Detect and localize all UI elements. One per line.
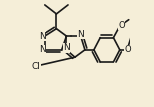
Text: N: N xyxy=(77,30,84,39)
Text: N: N xyxy=(39,45,46,54)
Text: N: N xyxy=(39,32,46,41)
Text: Cl: Cl xyxy=(31,62,40,71)
Text: O: O xyxy=(125,45,132,54)
Text: N: N xyxy=(63,43,70,52)
Text: O: O xyxy=(118,21,125,30)
